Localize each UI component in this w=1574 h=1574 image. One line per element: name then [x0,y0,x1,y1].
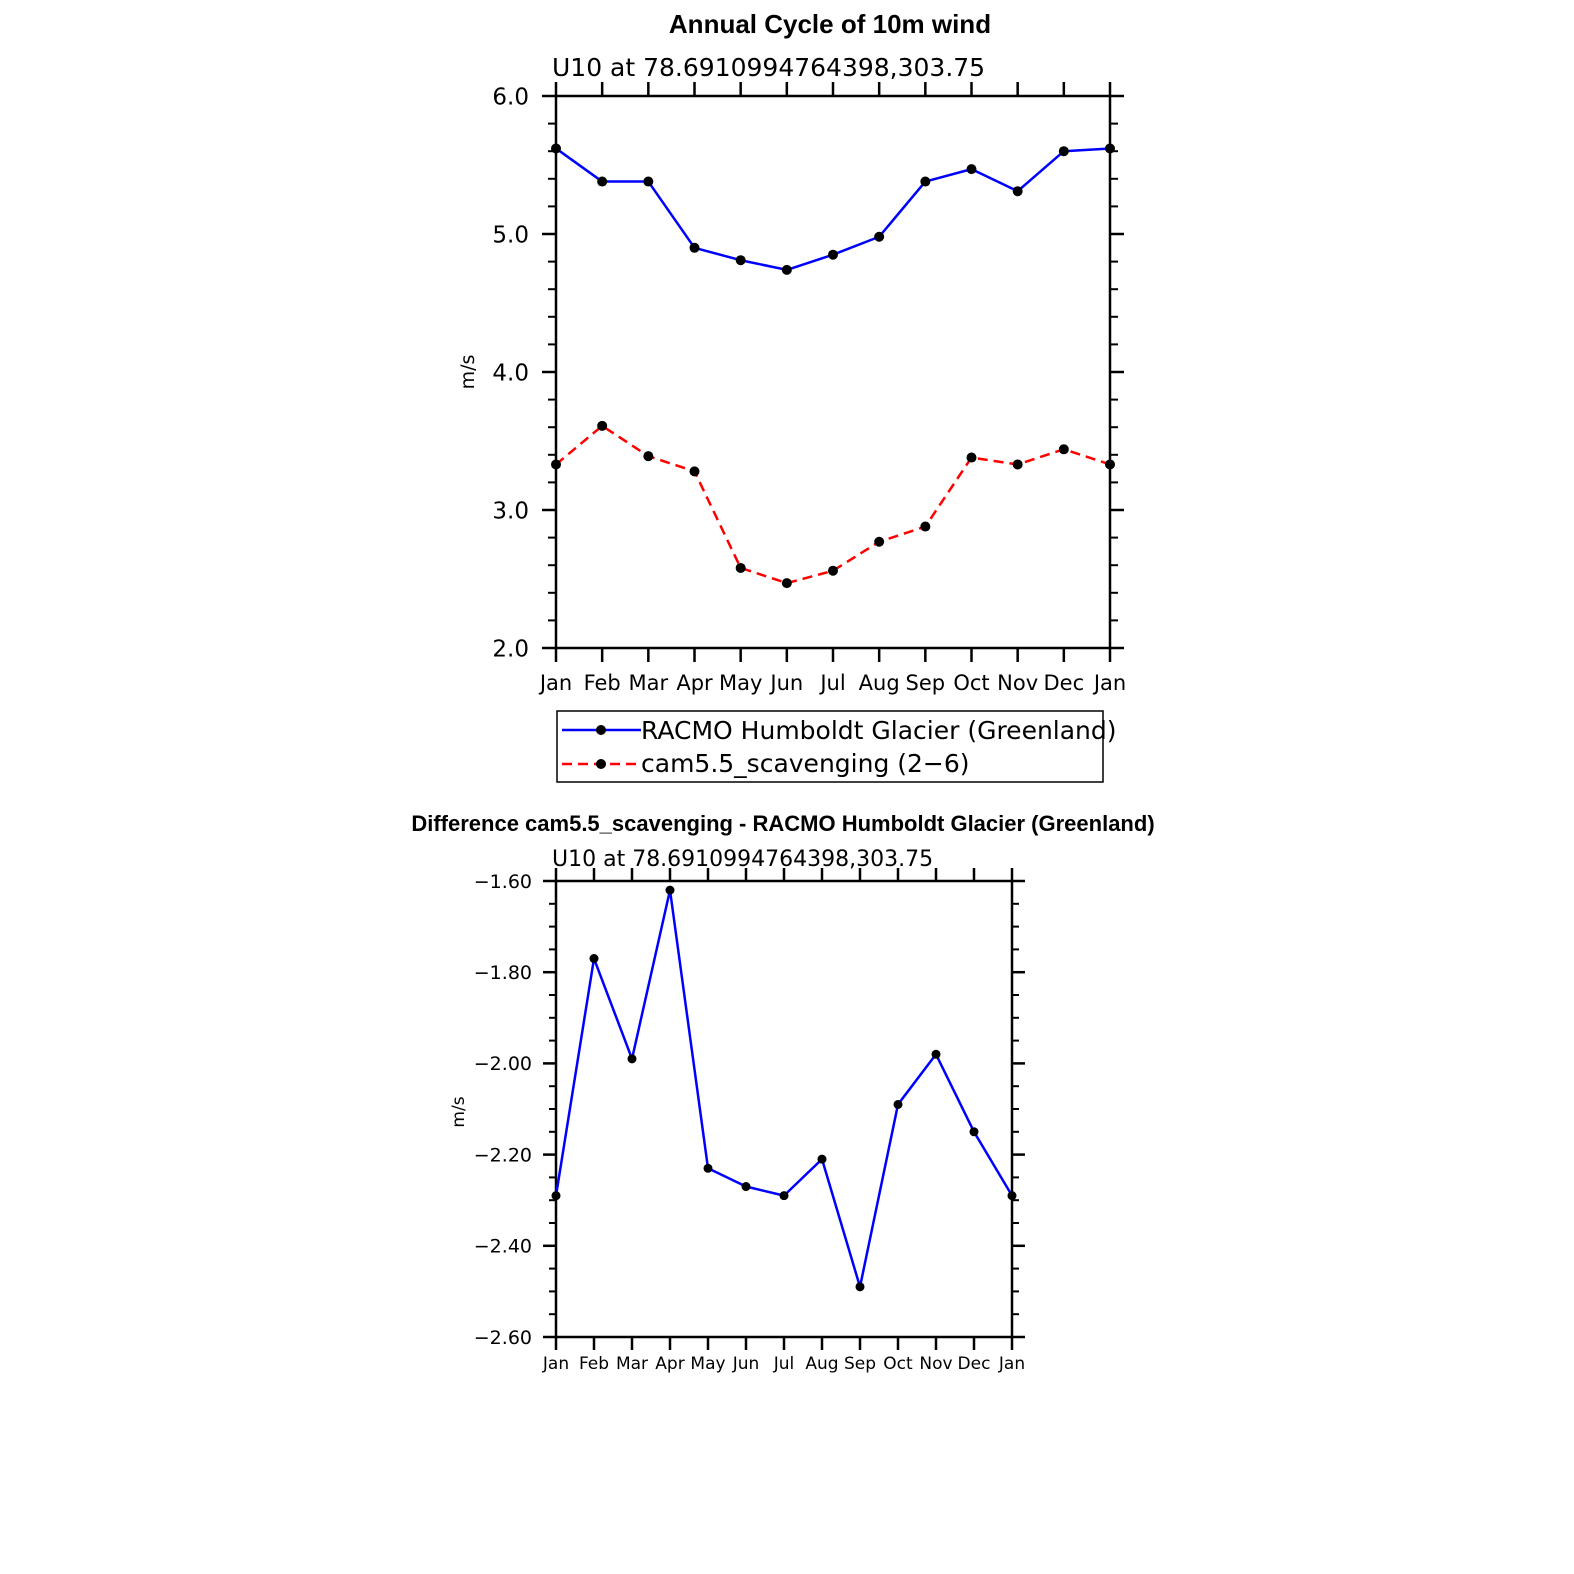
data-point-sep [920,521,931,532]
data-point-apr [689,242,700,253]
data-point-feb [597,420,608,431]
x-tick-label: Oct [883,1354,913,1374]
x-tick-label: Mar [629,671,669,695]
data-point-jun [741,1182,751,1192]
x-tick-label: Apr [655,1354,684,1374]
data-point-feb [597,176,608,187]
data-point-oct [893,1099,903,1109]
data-point-may [703,1163,713,1173]
chart-subtitle: U10 at 78.6910994764398,303.75 [552,847,933,872]
axes: Jan Feb Mar Apr May Jun Jul Aug Sep Oct Nov Dec Jan 2… [492,82,1126,695]
x-tick-label: Jan [542,1354,569,1374]
plot-frame [554,879,1014,1339]
x-tick-label: Jul [818,671,845,695]
x-tick-label: Aug [859,671,900,695]
data-point-feb [589,954,599,964]
data-point-jan [1105,459,1115,470]
legend-box [556,710,1104,783]
data-point-jun [781,578,792,589]
x-tick-label: Oct [953,671,989,695]
x-tick-label: Feb [579,1354,609,1374]
x-tick-label: Mar [616,1354,648,1374]
data-point-jan [1105,143,1115,154]
x-tick-label: Feb [584,671,621,695]
chart-subtitle: U10 at 78.6910994764398,303.75 [552,53,985,82]
series-line-0 [554,888,1014,1289]
axes: Jan Feb Mar Apr May Jun Jul Aug Sep Oct Nov Dec Jan−… [474,868,1025,1374]
chart-title: Annual Cycle of 10m wind [669,9,991,39]
data-point-apr [665,885,675,895]
data-point-may [735,255,746,266]
data-point-oct [966,164,977,175]
data-point-aug [874,536,885,547]
data-point-may [735,562,746,573]
y-axis-label: m/s [457,355,479,390]
data-point-dec [1058,444,1069,455]
data-point-aug [874,231,885,242]
annual-cycle-chart: Annual Cycle of 10m wind U10 at 78.69109… [457,9,1126,783]
legend: RACMO Humboldt Glacier (Greenland) cam5.… [556,710,1117,783]
x-tick-label: May [690,1354,725,1374]
data-point-aug [817,1154,827,1164]
data-point-jan [551,1191,561,1201]
legend-label-racmo: RACMO Humboldt Glacier (Greenland) [641,716,1117,745]
chart-title: Difference cam5.5_scavenging - RACMO Hum… [411,811,1154,836]
data-point-nov [1012,186,1023,197]
data-point-mar [643,451,654,462]
x-tick-label: Apr [676,671,713,695]
y-tick-label: 5.0 [492,222,529,248]
y-tick-label: −1.60 [474,871,532,893]
legend-marker-cam [596,759,606,769]
x-tick-label: Nov [997,671,1038,695]
data-point-jan [551,459,561,470]
x-tick-label: May [719,671,762,695]
data-point-nov [1012,459,1023,470]
data-point-jan [1007,1191,1017,1201]
x-tick-label: Dec [958,1354,991,1374]
y-tick-label: 3.0 [492,498,529,524]
y-tick-label: 6.0 [492,84,529,110]
x-tick-label: Nov [919,1354,952,1374]
data-point-dec [1058,146,1069,157]
x-tick-label: Jan [998,1354,1025,1374]
x-tick-label: Jun [732,1354,760,1374]
data-point-jul [779,1191,789,1201]
legend-label-cam: cam5.5_scavenging (2−6) [641,749,970,778]
data-point-jan [551,143,561,154]
y-tick-label: −2.20 [474,1144,532,1166]
series-layer [551,885,1017,1292]
y-tick-label: −2.40 [474,1236,532,1258]
x-tick-label: Jan [1092,671,1126,695]
data-point-nov [931,1049,941,1059]
data-point-sep [855,1282,865,1292]
y-tick-label: −2.00 [474,1053,532,1075]
legend-marker-racmo [596,725,606,735]
y-tick-label: −1.80 [474,962,532,984]
series-layer [551,143,1115,589]
data-point-jul [828,249,838,260]
data-point-dec [969,1127,979,1137]
y-tick-label: 4.0 [492,360,529,386]
x-tick-label: Aug [805,1354,838,1374]
data-point-oct [966,452,977,463]
data-point-sep [920,176,931,187]
data-point-mar [643,176,654,187]
data-point-apr [689,466,700,477]
x-tick-label: Dec [1044,671,1085,695]
data-point-jun [781,264,792,275]
difference-chart: Difference cam5.5_scavenging - RACMO Hum… [411,811,1154,1374]
x-tick-label: Jan [538,671,572,695]
y-tick-label: 2.0 [492,636,529,662]
series-line-1 [555,424,1111,585]
plot-frame [554,94,1112,650]
y-axis-label: m/s [449,1096,469,1127]
y-tick-label: −2.60 [474,1327,532,1349]
x-tick-label: Jun [768,671,803,695]
data-point-jul [828,565,838,576]
data-point-mar [627,1054,637,1064]
x-tick-label: Sep [844,1354,876,1374]
x-tick-label: Sep [906,671,946,695]
x-tick-label: Jul [773,1354,795,1374]
